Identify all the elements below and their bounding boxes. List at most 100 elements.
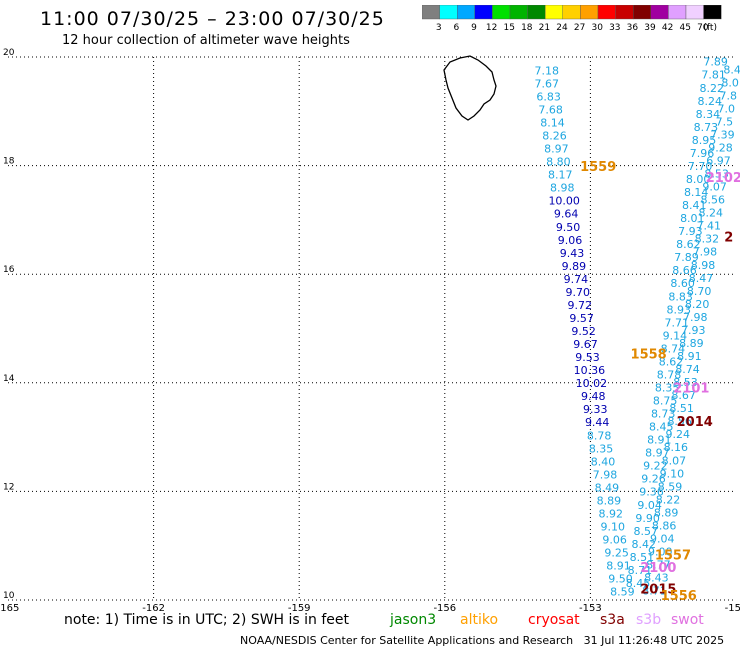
wave-height-label: 8.83 xyxy=(668,290,693,303)
x-tick-label: -165 xyxy=(0,603,19,614)
colorbar-label: 39 xyxy=(644,23,656,33)
colorbar-label: 6 xyxy=(454,23,460,33)
wave-height-label: 8.75 xyxy=(653,395,678,408)
wave-height-label: 9.67 xyxy=(573,338,598,351)
wave-height-label: 8.51 xyxy=(630,551,655,564)
colorbar-label: 15 xyxy=(503,23,514,33)
wave-height-label: 8.91 xyxy=(647,434,672,447)
wave-height-label: 9.57 xyxy=(569,312,594,325)
wave-height-label: 8.0 xyxy=(721,76,739,89)
wave-height-label: 9.48 xyxy=(581,390,606,403)
wave-height-label: 9.70 xyxy=(566,286,591,299)
wave-height-label: 9.89 xyxy=(562,260,587,273)
orbit-time-label: 1557 xyxy=(655,548,691,563)
wave-height-label: 9.43 xyxy=(560,247,585,260)
wave-height-label: 8.86 xyxy=(652,519,677,532)
orbit-time-label: 2102 xyxy=(706,171,740,186)
wave-height-label: 8.57 xyxy=(633,525,658,538)
y-tick-label: 16 xyxy=(3,265,15,275)
colorbar-label: 42 xyxy=(662,23,673,33)
wave-height-label: 8.35 xyxy=(589,442,614,455)
wave-height-label: 8.17 xyxy=(548,169,573,182)
wave-height-label: 7.98 xyxy=(593,468,618,481)
wave-height-label: 8.89 xyxy=(597,494,622,507)
orbit-time-label: 2100 xyxy=(640,561,676,576)
orbit-time-label: 1558 xyxy=(631,347,667,362)
wave-height-label: 8.66 xyxy=(672,264,697,277)
wave-height-label: 9.90 xyxy=(635,512,660,525)
wave-height-label: 8.98 xyxy=(691,259,716,272)
y-tick-label: 18 xyxy=(3,157,15,167)
wave-height-label: 9.72 xyxy=(567,299,592,312)
orbit-time-label: 1559 xyxy=(580,160,616,175)
wave-height-label: 7.81 xyxy=(701,69,726,82)
wave-height-label: 8.43 xyxy=(644,572,669,585)
axis-tick-labels: -165 -162 -159 -156 -153 -150 10 12 14 16 18 20 xyxy=(0,48,740,614)
wave-height-label: 8.62 xyxy=(676,238,701,251)
wave-height-label: 7.70 xyxy=(688,160,713,173)
y-tick-label: 14 xyxy=(3,374,15,384)
wave-height-label: 8.35 xyxy=(655,381,680,394)
wave-height-label: 8.89 xyxy=(679,337,704,350)
wave-height-label: 8.71 xyxy=(642,585,667,598)
colorbar-label: 21 xyxy=(539,23,550,33)
wave-height-label: 8.14 xyxy=(540,117,565,130)
orbit-time-label: 2101 xyxy=(673,382,709,397)
wave-height-label: 9.74 xyxy=(564,273,589,286)
wave-height-label: 7.0 xyxy=(718,102,736,115)
colorbar-label: 70 xyxy=(697,23,709,33)
wave-height-label: 8.98 xyxy=(550,182,575,195)
wave-height-label: 9.33 xyxy=(583,403,608,416)
wave-height-label: 8.4 xyxy=(723,63,740,76)
orbit-time-label: 2015 xyxy=(640,582,676,597)
wave-height-label: 7.5 xyxy=(716,115,734,128)
orbit-time-label: 2 xyxy=(724,231,733,246)
grid-lines xyxy=(8,56,736,601)
wave-height-label: 7.39 xyxy=(710,128,735,141)
wave-height-label: 9.10 xyxy=(600,520,625,533)
wave-height-label: 9.00 xyxy=(648,545,673,558)
wave-height-label: 7.93 xyxy=(678,225,703,238)
colorbar-label: 18 xyxy=(521,23,533,33)
wave-height-label: 8.41 xyxy=(682,199,707,212)
wave-height-label: 9.28 xyxy=(708,141,733,154)
legend-s3b: s3b xyxy=(636,612,662,628)
wave-height-label: 7.89 xyxy=(703,56,728,69)
timestamp: 31 Jul 11:26:48 UTC 2025 xyxy=(583,634,725,647)
wave-height-label: 7.8 xyxy=(719,89,737,102)
legend-swot: swot xyxy=(671,612,704,628)
wave-height-label: 8.73 xyxy=(651,408,676,421)
wave-height-label: 7.67 xyxy=(534,77,559,90)
wave-height-label: 9.14 xyxy=(663,329,688,342)
wave-height-label: 9.50 xyxy=(556,221,581,234)
wave-height-label: 9.52 xyxy=(571,325,596,338)
wave-height-label: 7.93 xyxy=(681,324,706,337)
wave-height-label: 9.22 xyxy=(643,460,668,473)
wave-height-label: 8.32 xyxy=(695,233,720,246)
wave-height-label: 8.93 xyxy=(666,303,691,316)
wave-height-label: 8.56 xyxy=(700,194,725,207)
colorbar-label: 3 xyxy=(436,23,442,33)
wave-height-label: 8.22 xyxy=(699,82,724,95)
colorbar-label: 24 xyxy=(556,23,568,33)
wave-height-label: 9.04 xyxy=(637,499,662,512)
wave-height-label: 8.91 xyxy=(677,350,702,363)
x-tick-label: -150 xyxy=(725,603,740,614)
wave-height-label: 9.07 xyxy=(702,181,727,194)
wave-height-label: 8.91 xyxy=(606,560,631,573)
wave-height-label: 10.36 xyxy=(574,364,606,377)
wave-height-label: 7.98 xyxy=(693,246,718,259)
wave-height-label: 8.78 xyxy=(587,429,612,442)
legend-s3a: s3a xyxy=(600,612,625,628)
wave-height-label: 8.60 xyxy=(670,277,695,290)
x-tick-label: -156 xyxy=(433,603,456,614)
wave-height-label: 7.89 xyxy=(674,251,699,264)
wave-height-label: 9.64 xyxy=(554,208,579,221)
wave-height-label: 9.25 xyxy=(604,547,629,560)
wave-height-label: 8.53 xyxy=(673,376,698,389)
color-scale-bar: 3 6 9 12 15 18 21 24 27 30 33 36 39 42 45 70(ft) xyxy=(422,5,722,33)
wave-height-label: 8.97 xyxy=(544,143,569,156)
wave-height-label: 8.00 xyxy=(686,173,711,186)
x-tick-label: -153 xyxy=(579,603,602,614)
